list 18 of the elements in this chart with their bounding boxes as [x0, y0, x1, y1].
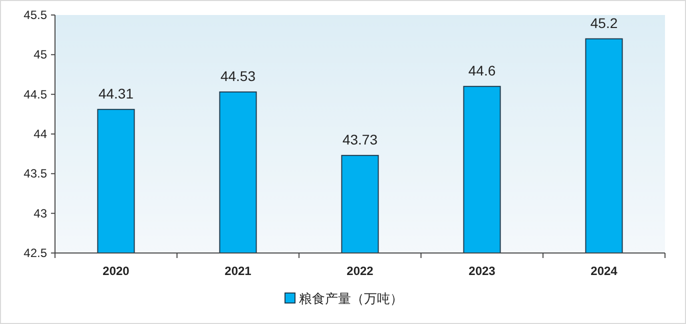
y-tick-label: 42.5 [24, 246, 48, 260]
data-label: 45.2 [590, 14, 618, 31]
y-tick-label: 43.5 [24, 166, 48, 181]
data-label: 44.53 [220, 68, 256, 84]
y-tick-label: 44 [34, 127, 48, 141]
x-tick-label: 2023 [468, 264, 496, 278]
y-tick-label: 45 [34, 48, 48, 62]
legend-label: 粮食产量（万吨） [299, 291, 403, 306]
x-tick-label: 2020 [102, 264, 130, 278]
data-label: 44.31 [98, 85, 134, 102]
data-label: 44.6 [468, 62, 496, 78]
data-label: 43.73 [342, 131, 378, 148]
y-tick-label: 45.5 [24, 8, 48, 22]
y-tick-label: 43 [34, 206, 48, 220]
y-tick-label: 44.5 [24, 87, 48, 102]
x-tick-label: 2024 [590, 264, 618, 278]
x-tick-label: 2021 [224, 264, 252, 278]
x-tick-label: 2022 [346, 264, 374, 278]
